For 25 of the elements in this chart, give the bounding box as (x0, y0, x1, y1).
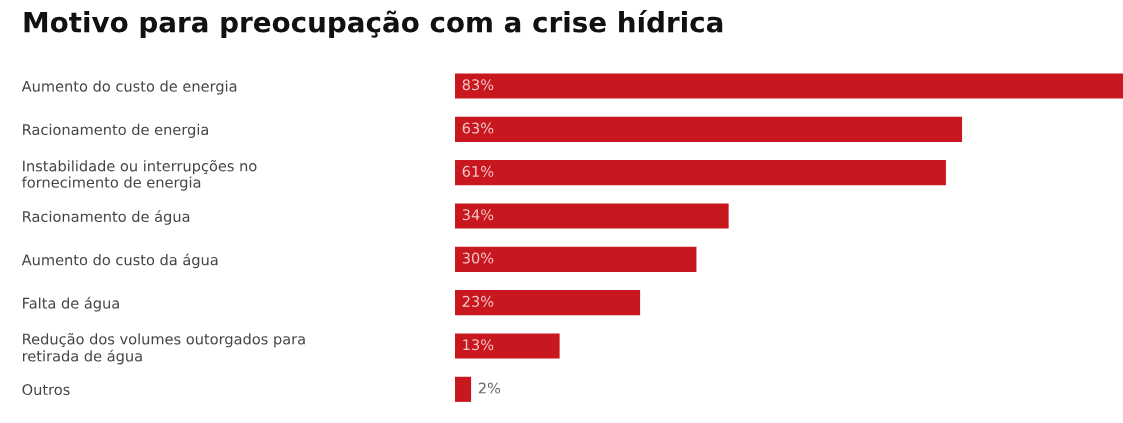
y-tick-label: Racionamento de energia (23, 123, 208, 138)
bar (455, 290, 641, 316)
y-tick-label: Outros (22, 384, 70, 396)
data-label: 13% (463, 339, 494, 351)
data-label: 63% (462, 122, 494, 134)
data-label: 83% (462, 79, 494, 91)
data-label: 34% (462, 209, 494, 221)
bar (455, 246, 697, 272)
y-tick-label: Instabilidade ou interrupções no fornecimento de energia (22, 159, 257, 191)
y-tick-label: Redução dos volumes outorgados para retirada de água (22, 332, 305, 365)
data-label: 61% (462, 165, 494, 177)
bar (455, 333, 560, 359)
data-label: 23% (462, 295, 494, 307)
bar (455, 376, 472, 402)
y-tick-label: Racionamento de água (23, 210, 190, 225)
chart-title: Motivo para preocupação com a crise hídrica (24, 10, 723, 38)
bar (455, 116, 963, 142)
bar (455, 160, 946, 186)
y-tick-label: Falta de água (23, 296, 119, 312)
y-tick-label: Aumento do custo de energia (21, 80, 237, 95)
bar (455, 73, 1123, 99)
data-label: 2% (478, 382, 501, 394)
y-tick-label: Aumento do custo da água (21, 253, 218, 269)
bar (455, 203, 729, 229)
data-label: 30% (462, 252, 494, 264)
